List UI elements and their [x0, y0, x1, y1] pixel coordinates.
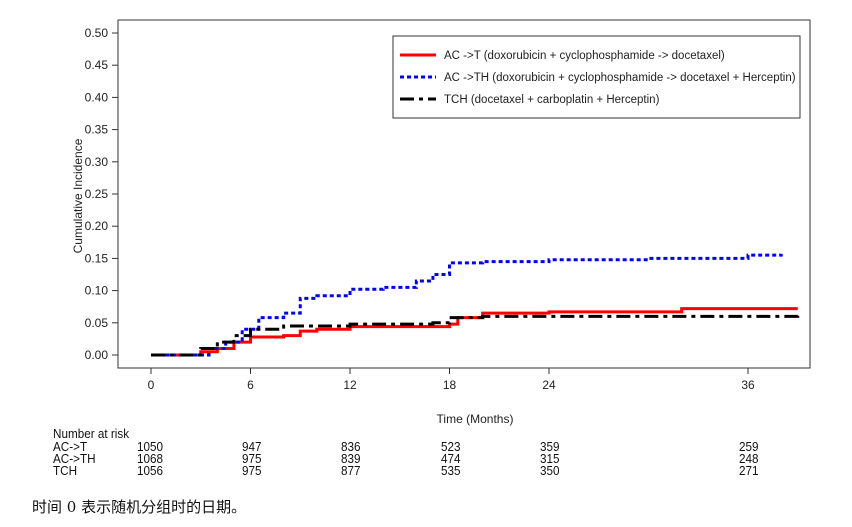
y-tick-label: 0.20: [85, 219, 109, 233]
legend-label: AC ->T (doxorubicin + cyclophosphamide -…: [444, 50, 725, 62]
caption: 时间 0 表示随机分组时的日期。: [32, 498, 247, 516]
legend-label: AC ->TH (doxorubicin + cyclophosphamide …: [444, 72, 796, 84]
x-tick-label: 12: [343, 378, 357, 392]
risk-value: 535: [440, 463, 461, 478]
risk-row-label: AC->TH: [53, 451, 96, 466]
risk-value: 271: [739, 463, 759, 478]
y-axis-label: Cumulative Incidence: [71, 138, 85, 253]
y-tick-label: 0.15: [85, 251, 109, 265]
risk-value: 839: [341, 451, 361, 466]
y-tick-label: 0.10: [85, 284, 109, 298]
x-tick-label: 6: [247, 378, 254, 392]
risk-value: 248: [739, 451, 759, 466]
x-tick-label: 0: [148, 378, 155, 392]
risk-value: 315: [540, 451, 560, 466]
series-line-2: [151, 314, 800, 357]
x-tick-label: 18: [443, 378, 457, 392]
risk-value: 259: [739, 439, 759, 454]
x-axis-label: Time (Months): [437, 412, 514, 426]
x-tick-label: 36: [741, 378, 755, 392]
risk-row-label: TCH: [53, 463, 78, 478]
risk-value: 975: [241, 451, 262, 466]
y-tick-label: 0.40: [85, 90, 109, 104]
risk-value: 1050: [137, 439, 164, 454]
risk-value: 1068: [137, 451, 164, 466]
y-tick-label: 0.05: [85, 316, 109, 330]
y-tick-label: 0.45: [85, 58, 109, 72]
risk-table-title: Number at risk: [53, 426, 130, 441]
risk-value: 1056: [137, 463, 164, 478]
risk-value: 947: [241, 439, 262, 454]
risk-value: 836: [341, 439, 361, 454]
x-tick-label: 24: [542, 378, 556, 392]
risk-row-label: AC->T: [53, 439, 88, 454]
risk-value: 975: [241, 463, 262, 478]
risk-value: 359: [540, 439, 560, 454]
y-tick-label: 0.25: [85, 187, 109, 201]
legend-label: TCH (docetaxel + carboplatin + Herceptin…: [444, 94, 660, 106]
series-line-1: [151, 253, 783, 357]
y-tick-label: 0.35: [85, 123, 109, 137]
risk-value: 523: [440, 439, 461, 454]
risk-value: 350: [540, 463, 560, 478]
y-tick-label: 0.00: [85, 348, 109, 362]
legend-box: [392, 35, 801, 119]
risk-value: 474: [440, 451, 461, 466]
risk-value: 877: [341, 463, 361, 478]
y-tick-label: 0.50: [85, 26, 109, 40]
y-tick-label: 0.30: [85, 155, 109, 169]
